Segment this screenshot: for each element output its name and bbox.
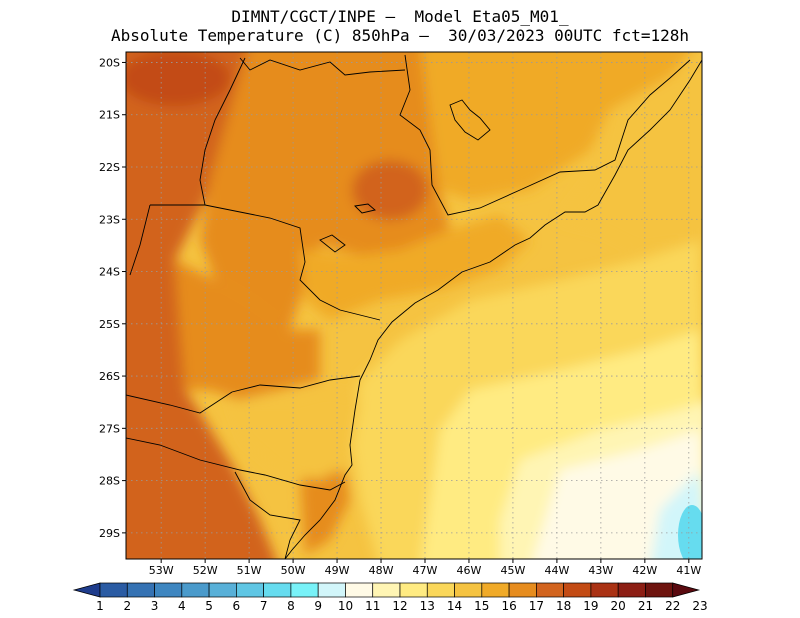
state-boundary <box>234 471 301 559</box>
colorbar-swatch <box>236 582 264 598</box>
lon-tick-label: 47W <box>413 564 438 577</box>
colorbar-swatch <box>290 582 319 598</box>
chart-title-line1: DIMNT/CGCT/INPE – Model Eta05_M01_ <box>231 7 569 26</box>
colorbar-label: 19 <box>583 599 598 613</box>
colorbar-swatch <box>426 582 455 598</box>
colorbar-swatch <box>590 582 619 598</box>
colorbar-label: 4 <box>178 599 186 613</box>
colorbar-label: 11 <box>365 599 380 613</box>
lat-tick-label: 20S <box>99 56 120 69</box>
colorbar-label: 23 <box>692 599 707 613</box>
lat-tick-label: 21S <box>99 109 120 122</box>
colorbar-label: 7 <box>260 599 268 613</box>
colorbar-swatch <box>399 582 428 598</box>
boundaries <box>126 54 702 559</box>
colorbar-labels: 1 2 3 4 5 6 7 8 9 10 11 12 13 14 15 16 17 18 19 20 21 22 23 <box>96 599 707 613</box>
lat-tick-label: 27S <box>99 422 120 435</box>
colorbar-label: 18 <box>556 599 571 613</box>
colorbar-label: 13 <box>420 599 435 613</box>
colorbar-swatch <box>508 582 537 598</box>
colorbar-swatch <box>372 582 401 598</box>
colorbar-swatch <box>345 582 374 598</box>
colorbar-label: 9 <box>314 599 322 613</box>
lat-tick-label: 24S <box>99 266 120 279</box>
colorbar-label: 5 <box>205 599 213 613</box>
lon-tick-label: 51W <box>237 564 262 577</box>
colorbar-swatch <box>154 582 183 598</box>
lat-tick-label: 28S <box>99 475 120 488</box>
colorbar-label: 8 <box>287 599 295 613</box>
state-boundary <box>126 437 346 491</box>
lon-tick-label: 53W <box>149 564 174 577</box>
lon-tick-label: 43W <box>588 564 613 577</box>
lon-tick-label: 50W <box>281 564 306 577</box>
colorbar-label: 10 <box>338 599 353 613</box>
lat-tick-label: 29S <box>99 527 120 540</box>
longitude-labels: 53W 52W 51W 50W 49W 48W 47W 46W 45W 44W 43W 42W 41W <box>149 559 701 577</box>
colorbar-swatch <box>208 582 237 598</box>
colorbar-swatch <box>481 582 510 598</box>
state-boundary <box>150 204 381 321</box>
colorbar-label: 20 <box>611 599 626 613</box>
colorbar-label: 6 <box>233 599 241 613</box>
colorbar-swatch <box>454 582 483 598</box>
colorbar-label: 2 <box>123 599 131 613</box>
lon-tick-label: 48W <box>369 564 394 577</box>
colorbar-label: 21 <box>638 599 653 613</box>
colorbar-swatch <box>99 582 128 598</box>
colorbar-swatch <box>126 582 155 598</box>
lon-tick-label: 42W <box>632 564 657 577</box>
state-boundary <box>239 57 406 76</box>
colorbar-label: 1 <box>96 599 104 613</box>
lon-tick-label: 45W <box>500 564 525 577</box>
colorbar-label: 12 <box>392 599 407 613</box>
colorbar-swatch <box>263 582 292 598</box>
colorbar-label: 14 <box>447 599 462 613</box>
international-boundary <box>126 391 233 414</box>
international-boundary <box>129 204 151 276</box>
colorbar-label: 17 <box>529 599 544 613</box>
colorbar-label: 16 <box>501 599 516 613</box>
state-boundary <box>199 57 246 206</box>
lon-tick-label: 44W <box>544 564 569 577</box>
lon-tick-label: 41W <box>676 564 701 577</box>
temperature-field <box>126 52 702 559</box>
colorbar-swatch <box>617 582 646 598</box>
colorbar-label: 22 <box>665 599 680 613</box>
colorbar-label: 3 <box>151 599 159 613</box>
lat-tick-label: 23S <box>99 213 120 226</box>
colorbar-swatch <box>536 582 564 598</box>
lat-tick-label: 25S <box>99 318 120 331</box>
colorbar-arrow-low <box>72 582 101 598</box>
colorbar-swatch <box>563 582 592 598</box>
lon-tick-label: 49W <box>325 564 350 577</box>
chart-title-line2: Absolute Temperature (C) 850hPa – 30/03/… <box>111 26 689 45</box>
lat-tick-label: 22S <box>99 161 120 174</box>
colorbar-label: 15 <box>474 599 489 613</box>
colorbar-swatch <box>317 582 346 598</box>
graticule <box>126 52 702 559</box>
colorbar-swatch <box>181 582 210 598</box>
map-frame <box>125 51 703 560</box>
colorbar-arrow-high <box>672 582 701 598</box>
state-boundary <box>399 54 691 216</box>
lon-tick-label: 46W <box>457 564 482 577</box>
latitude-labels: 20S 21S 22S 23S 24S 25S 26S 27S 28S 29S <box>99 56 126 540</box>
colorbar-swatch <box>645 582 674 598</box>
lat-tick-label: 26S <box>99 370 120 383</box>
lon-tick-label: 52W <box>193 564 218 577</box>
state-boundary <box>231 375 361 393</box>
colorbar <box>72 582 701 598</box>
